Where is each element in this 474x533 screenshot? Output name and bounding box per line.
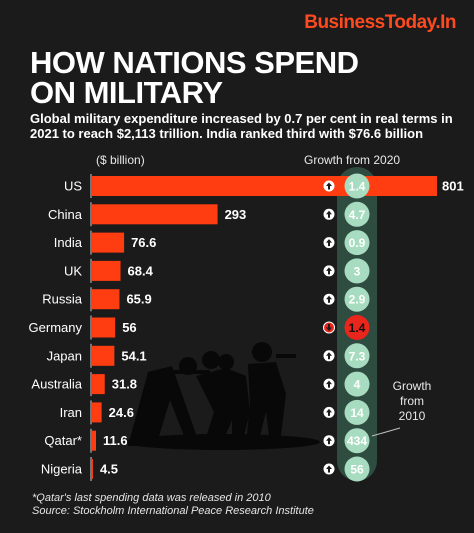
growth-value-label: 1.4: [349, 321, 366, 335]
chart-row: Nigeria 4.5 56: [41, 456, 370, 482]
category-label: Russia: [42, 292, 83, 307]
chart-row: Australia 31.8 4: [31, 371, 370, 397]
chart-row: Germany 56 1.4: [29, 315, 370, 340]
growth-value-label: 1.4: [349, 180, 366, 194]
bar-value-label: 31.8: [112, 377, 137, 392]
growth-2010-label-line-3: 2010: [399, 409, 426, 423]
category-label: Germany: [29, 320, 83, 335]
growth-circle: [344, 286, 370, 312]
arrow-up-glyph: [326, 239, 332, 247]
unit-label: ($ billion): [96, 153, 145, 167]
growth-circle: [344, 315, 370, 340]
growth-circle: [344, 371, 370, 397]
chart-row: China 293 4.7: [48, 201, 370, 227]
bar-value-label: 801: [442, 179, 464, 194]
bar-value-label: 24.6: [109, 405, 134, 420]
callout-line: [371, 427, 401, 437]
bar: [91, 374, 105, 395]
growth-2010-label-line-2: from: [400, 394, 424, 408]
category-label: UK: [64, 263, 82, 278]
bar-value-label: 4.5: [100, 462, 118, 477]
chart-row: India 76.6 0.9: [54, 230, 370, 256]
chart-row: Iran 24.6 14: [60, 399, 370, 425]
growth-value-label: 7.3: [349, 349, 366, 363]
growth-circle: [344, 201, 370, 227]
growth-value-label: 2.9: [349, 293, 366, 307]
bar: [91, 204, 218, 225]
page-title: HOW NATIONS SPEND ON MILITARY: [30, 45, 359, 110]
growth-value-label: 4: [354, 378, 361, 392]
bar-value-label: 56: [122, 320, 136, 335]
chart-row: Russia 65.9 2.9: [42, 286, 370, 312]
growth-circle: [344, 428, 370, 454]
category-label: Nigeria: [41, 462, 83, 477]
category-label: Australia: [31, 377, 82, 392]
growth-circle: [344, 230, 370, 256]
growth-circle: [344, 456, 370, 482]
growth-circle: [344, 173, 370, 199]
arrow-up-glyph: [326, 295, 332, 303]
arrow-down-glyph: [326, 324, 332, 331]
growth-value-label: 434: [347, 434, 367, 448]
category-label: China: [48, 207, 83, 222]
bar-value-label: 68.4: [128, 263, 154, 278]
bar: [91, 402, 102, 423]
bar: [91, 317, 116, 338]
growth-value-label: 56: [350, 463, 364, 477]
footer: *Qatar's last spending data was released…: [32, 492, 314, 518]
growth-value-label: 3: [354, 264, 361, 278]
arrow-up-glyph: [326, 267, 332, 275]
title-line-1: HOW NATIONS SPEND: [30, 45, 359, 80]
chart-row: US 801 1.4: [64, 173, 464, 199]
arrow-up-glyph: [326, 352, 332, 360]
bar-value-label: 65.9: [126, 292, 151, 307]
bar-value-label: 293: [225, 207, 247, 222]
arrow-up-glyph: [326, 380, 332, 388]
source-note: Source: Stockholm International Peace Re…: [32, 505, 314, 517]
arrow-up-glyph: [326, 465, 332, 473]
category-label: Qatar*: [44, 433, 82, 448]
arrow-up-glyph: [326, 182, 332, 190]
bar: [91, 232, 125, 253]
arrow-up-glyph: [326, 408, 332, 416]
chart-row: UK 68.4 3: [64, 258, 370, 284]
growth-value-label: 0.9: [349, 236, 366, 250]
category-label: India: [54, 235, 83, 250]
category-label: Japan: [47, 348, 82, 363]
bar: [91, 289, 120, 310]
chart-row: Japan 54.1 7.3: [47, 343, 370, 369]
soldiers-silhouette-icon: [124, 342, 320, 450]
growth-2010-label: Growth from 2010: [393, 379, 432, 423]
bar: [91, 430, 97, 451]
chart-row: Qatar* 11.6 434: [44, 428, 370, 454]
growth-value-label: 4.7: [349, 208, 366, 222]
subtitle: Global military expenditure increased by…: [30, 111, 453, 141]
footnote: *Qatar's last spending data was released…: [32, 492, 271, 504]
category-label: Iran: [60, 405, 82, 420]
bar-value-label: 76.6: [131, 235, 156, 250]
growth-circle: [344, 399, 370, 425]
bar: [91, 345, 115, 366]
arrow-up-glyph: [326, 437, 332, 445]
growth-2020-label: Growth from 2020: [304, 153, 401, 167]
growth-circle: [344, 343, 370, 369]
brand-logo: BusinessToday.In: [304, 12, 456, 33]
bar: [91, 459, 93, 479]
category-label: US: [64, 179, 82, 194]
growth-value-label: 14: [350, 406, 364, 420]
growth-2010-label-line-1: Growth: [393, 379, 432, 393]
bar-value-label: 54.1: [121, 348, 146, 363]
bar: [91, 260, 121, 281]
arrow-up-glyph: [326, 210, 332, 218]
growth-circle: [344, 258, 370, 284]
bar-value-label: 11.6: [103, 433, 128, 448]
title-line-2: ON MILITARY: [30, 75, 223, 110]
bar: [91, 176, 437, 196]
